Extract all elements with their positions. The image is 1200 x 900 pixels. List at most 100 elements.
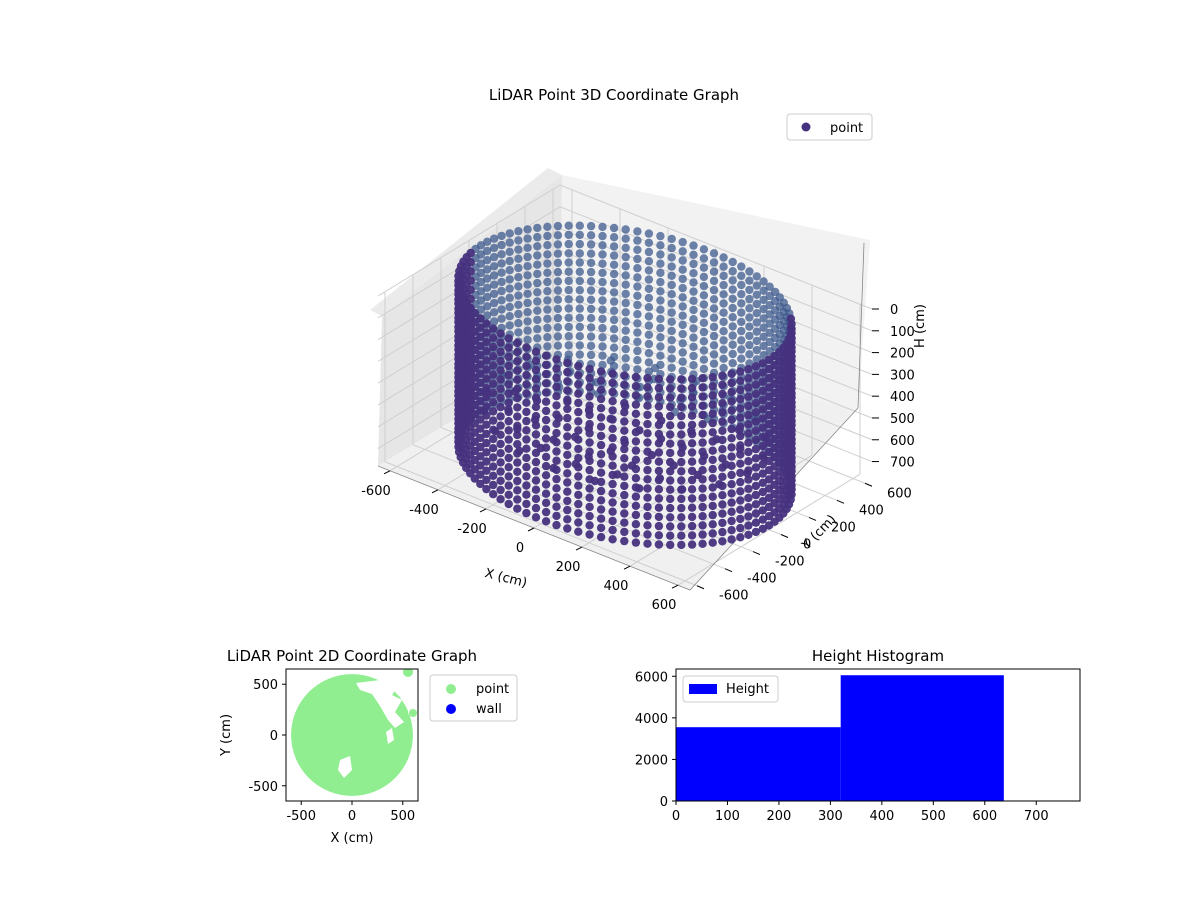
point-3d <box>708 391 717 400</box>
x-tick-label-histogram: 400 <box>869 809 894 824</box>
point-3d <box>764 419 774 429</box>
point-3d <box>643 447 652 456</box>
point-3d <box>678 357 687 366</box>
point-3d <box>541 517 551 526</box>
point-3d <box>654 448 664 457</box>
plot-frame-histogram <box>675 668 1081 802</box>
point-3d <box>643 419 652 429</box>
y-axis-label-2d: Y (cm) <box>219 714 234 757</box>
point-3d <box>719 317 728 327</box>
point-3d <box>643 465 652 475</box>
point-3d <box>631 520 641 529</box>
point-3d <box>718 417 727 426</box>
point-3d <box>736 413 745 422</box>
point-3d <box>744 457 753 466</box>
point-3d <box>541 498 551 508</box>
point-3d <box>687 402 697 411</box>
point-3d <box>513 467 522 476</box>
point-3d <box>552 438 561 447</box>
point-3d <box>708 455 717 465</box>
point-3d <box>745 285 754 295</box>
point-3d <box>552 410 561 419</box>
point-3d <box>745 350 754 359</box>
point-3d <box>709 285 719 295</box>
point-3d <box>496 403 505 412</box>
point-3d <box>574 481 583 490</box>
point-3d <box>553 332 563 341</box>
legend-3d-frame <box>786 113 873 141</box>
point-3d <box>531 494 541 504</box>
point-3d <box>654 531 664 540</box>
point-3d <box>631 464 641 474</box>
point-3d <box>764 364 774 374</box>
point-3d <box>728 267 737 276</box>
point-3d <box>489 262 499 271</box>
point-3d <box>698 502 707 512</box>
point-3d <box>505 302 514 312</box>
point-3d <box>620 481 629 491</box>
point-3d <box>654 457 664 466</box>
point-3d <box>708 418 717 428</box>
legend-2d: point wall <box>429 674 518 722</box>
point-3d <box>504 389 513 398</box>
point-3d <box>751 408 761 417</box>
point-3d <box>585 373 594 383</box>
point-3d <box>758 359 767 368</box>
point-3d <box>476 369 485 378</box>
point-3d <box>585 484 594 493</box>
point-3d <box>745 276 754 285</box>
point-3d <box>621 234 630 243</box>
point-3d <box>699 263 709 272</box>
point-3d <box>621 363 630 372</box>
point-3d <box>541 369 551 379</box>
point-3d <box>678 265 687 274</box>
point-3d <box>727 498 736 507</box>
point-3d <box>677 503 686 513</box>
point-3d <box>621 298 630 308</box>
point-3d <box>687 411 697 420</box>
point-3d <box>482 346 491 356</box>
point-3d <box>496 495 505 504</box>
point-3d <box>764 484 774 493</box>
point-3d <box>489 243 499 253</box>
point-3d <box>758 377 767 386</box>
point-3d <box>751 472 761 481</box>
point-3d <box>533 297 542 306</box>
point-3d <box>574 463 583 472</box>
point-3d <box>698 429 707 438</box>
point-3d <box>654 512 664 522</box>
point-3d <box>543 323 552 333</box>
point-3d <box>504 343 513 352</box>
point-3d <box>667 317 676 326</box>
point-3d <box>698 410 707 420</box>
point-3d <box>633 356 642 365</box>
point-3d <box>541 379 551 388</box>
point-3d <box>744 466 753 475</box>
point-3d <box>564 322 573 332</box>
point-3d <box>586 341 596 350</box>
point-3d <box>543 287 552 296</box>
point-3d <box>687 457 697 466</box>
point-3d <box>719 262 728 271</box>
point-3d <box>585 419 594 429</box>
point-3d <box>745 294 754 304</box>
point-3d <box>764 401 774 410</box>
y-tick-label-2d: 500 <box>253 678 278 693</box>
point-3d <box>596 376 606 385</box>
point-3d <box>764 410 774 420</box>
point-3d <box>598 241 607 250</box>
point-3d <box>482 383 491 393</box>
point-3d <box>483 274 492 283</box>
point-3d <box>620 518 629 527</box>
point-3d <box>718 389 727 399</box>
point-3d <box>552 401 561 410</box>
point-3d <box>564 258 573 267</box>
point-3d <box>483 302 492 311</box>
point-3d <box>533 242 542 251</box>
point-3d <box>677 448 686 458</box>
point-3d <box>596 431 606 441</box>
point-3d <box>609 288 619 297</box>
point-3d <box>752 345 761 355</box>
point-3d <box>531 365 541 375</box>
point-3d <box>736 496 745 505</box>
